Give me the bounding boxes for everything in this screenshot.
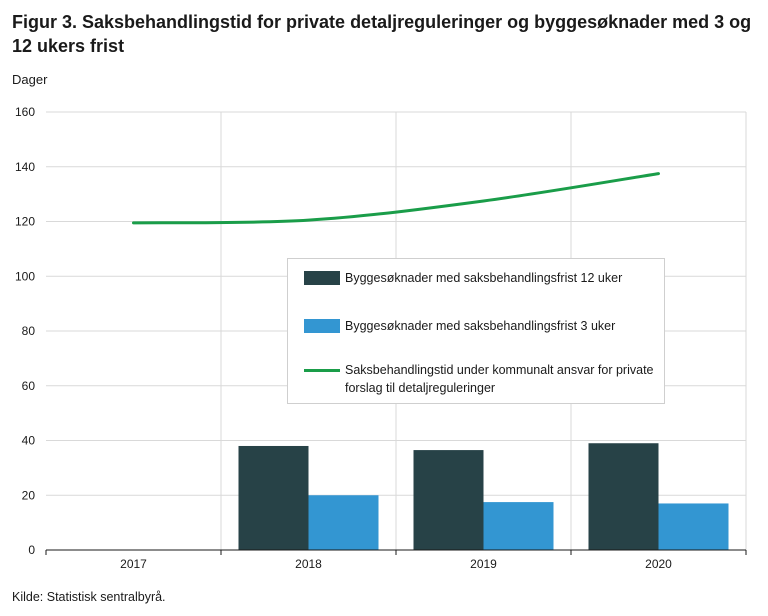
y-tick-label: 120 xyxy=(15,215,35,229)
line-detail-regulation xyxy=(132,172,660,225)
legend-label-3-weeks: Byggesøknader med saksbehandlingsfrist 3… xyxy=(345,319,616,333)
x-tick-label: 2017 xyxy=(120,557,147,571)
line-series xyxy=(132,172,660,225)
y-tick-label: 80 xyxy=(22,324,36,338)
y-tick-label: 100 xyxy=(15,269,35,283)
bar-3-weeks xyxy=(658,503,729,550)
legend-swatch-3-weeks xyxy=(304,319,340,333)
legend-item-3-weeks: Byggesøknader med saksbehandlingsfrist 3… xyxy=(304,317,615,335)
legend-label-12-weeks: Byggesøknader med saksbehandlingsfrist 1… xyxy=(345,271,623,285)
bar-3-weeks xyxy=(308,495,379,550)
y-tick-label: 40 xyxy=(22,434,36,448)
x-tick-label: 2019 xyxy=(470,557,497,571)
legend-swatch-12-weeks xyxy=(304,271,340,285)
axes xyxy=(45,549,747,555)
y-tick-label: 20 xyxy=(22,488,36,502)
legend-item-detail-regulation: Saksbehandlingstid under kommunalt ansva… xyxy=(304,361,655,397)
y-axis-unit-label: Dager xyxy=(12,72,48,87)
bar-series xyxy=(238,443,729,550)
x-tick-label: 2020 xyxy=(645,557,672,571)
y-tick-label: 160 xyxy=(15,105,35,119)
bar-3-weeks xyxy=(483,502,554,550)
y-tick-label: 60 xyxy=(22,379,36,393)
tick-labels: 0 20 40 60 80 100 120 140 160 2017 2018 2019 2020 xyxy=(15,105,672,571)
source-note: Kilde: Statistisk sentralbyrå. xyxy=(12,590,166,604)
legend-line-detail-regulation xyxy=(304,369,340,372)
y-tick-label: 140 xyxy=(15,160,35,174)
bar-12-weeks xyxy=(238,445,309,550)
bar-12-weeks xyxy=(588,443,659,550)
legend-label-detail-regulation: Saksbehandlingstid under kommunalt ansva… xyxy=(345,363,654,395)
chart-legend: Byggesøknader med saksbehandlingsfrist 1… xyxy=(287,258,665,404)
x-tick-label: 2018 xyxy=(295,557,322,571)
bar-12-weeks xyxy=(413,450,484,550)
legend-item-12-weeks: Byggesøknader med saksbehandlingsfrist 1… xyxy=(304,269,622,287)
chart-title: Figur 3. Saksbehandlingstid for private … xyxy=(12,12,752,56)
y-tick-label: 0 xyxy=(28,543,35,557)
